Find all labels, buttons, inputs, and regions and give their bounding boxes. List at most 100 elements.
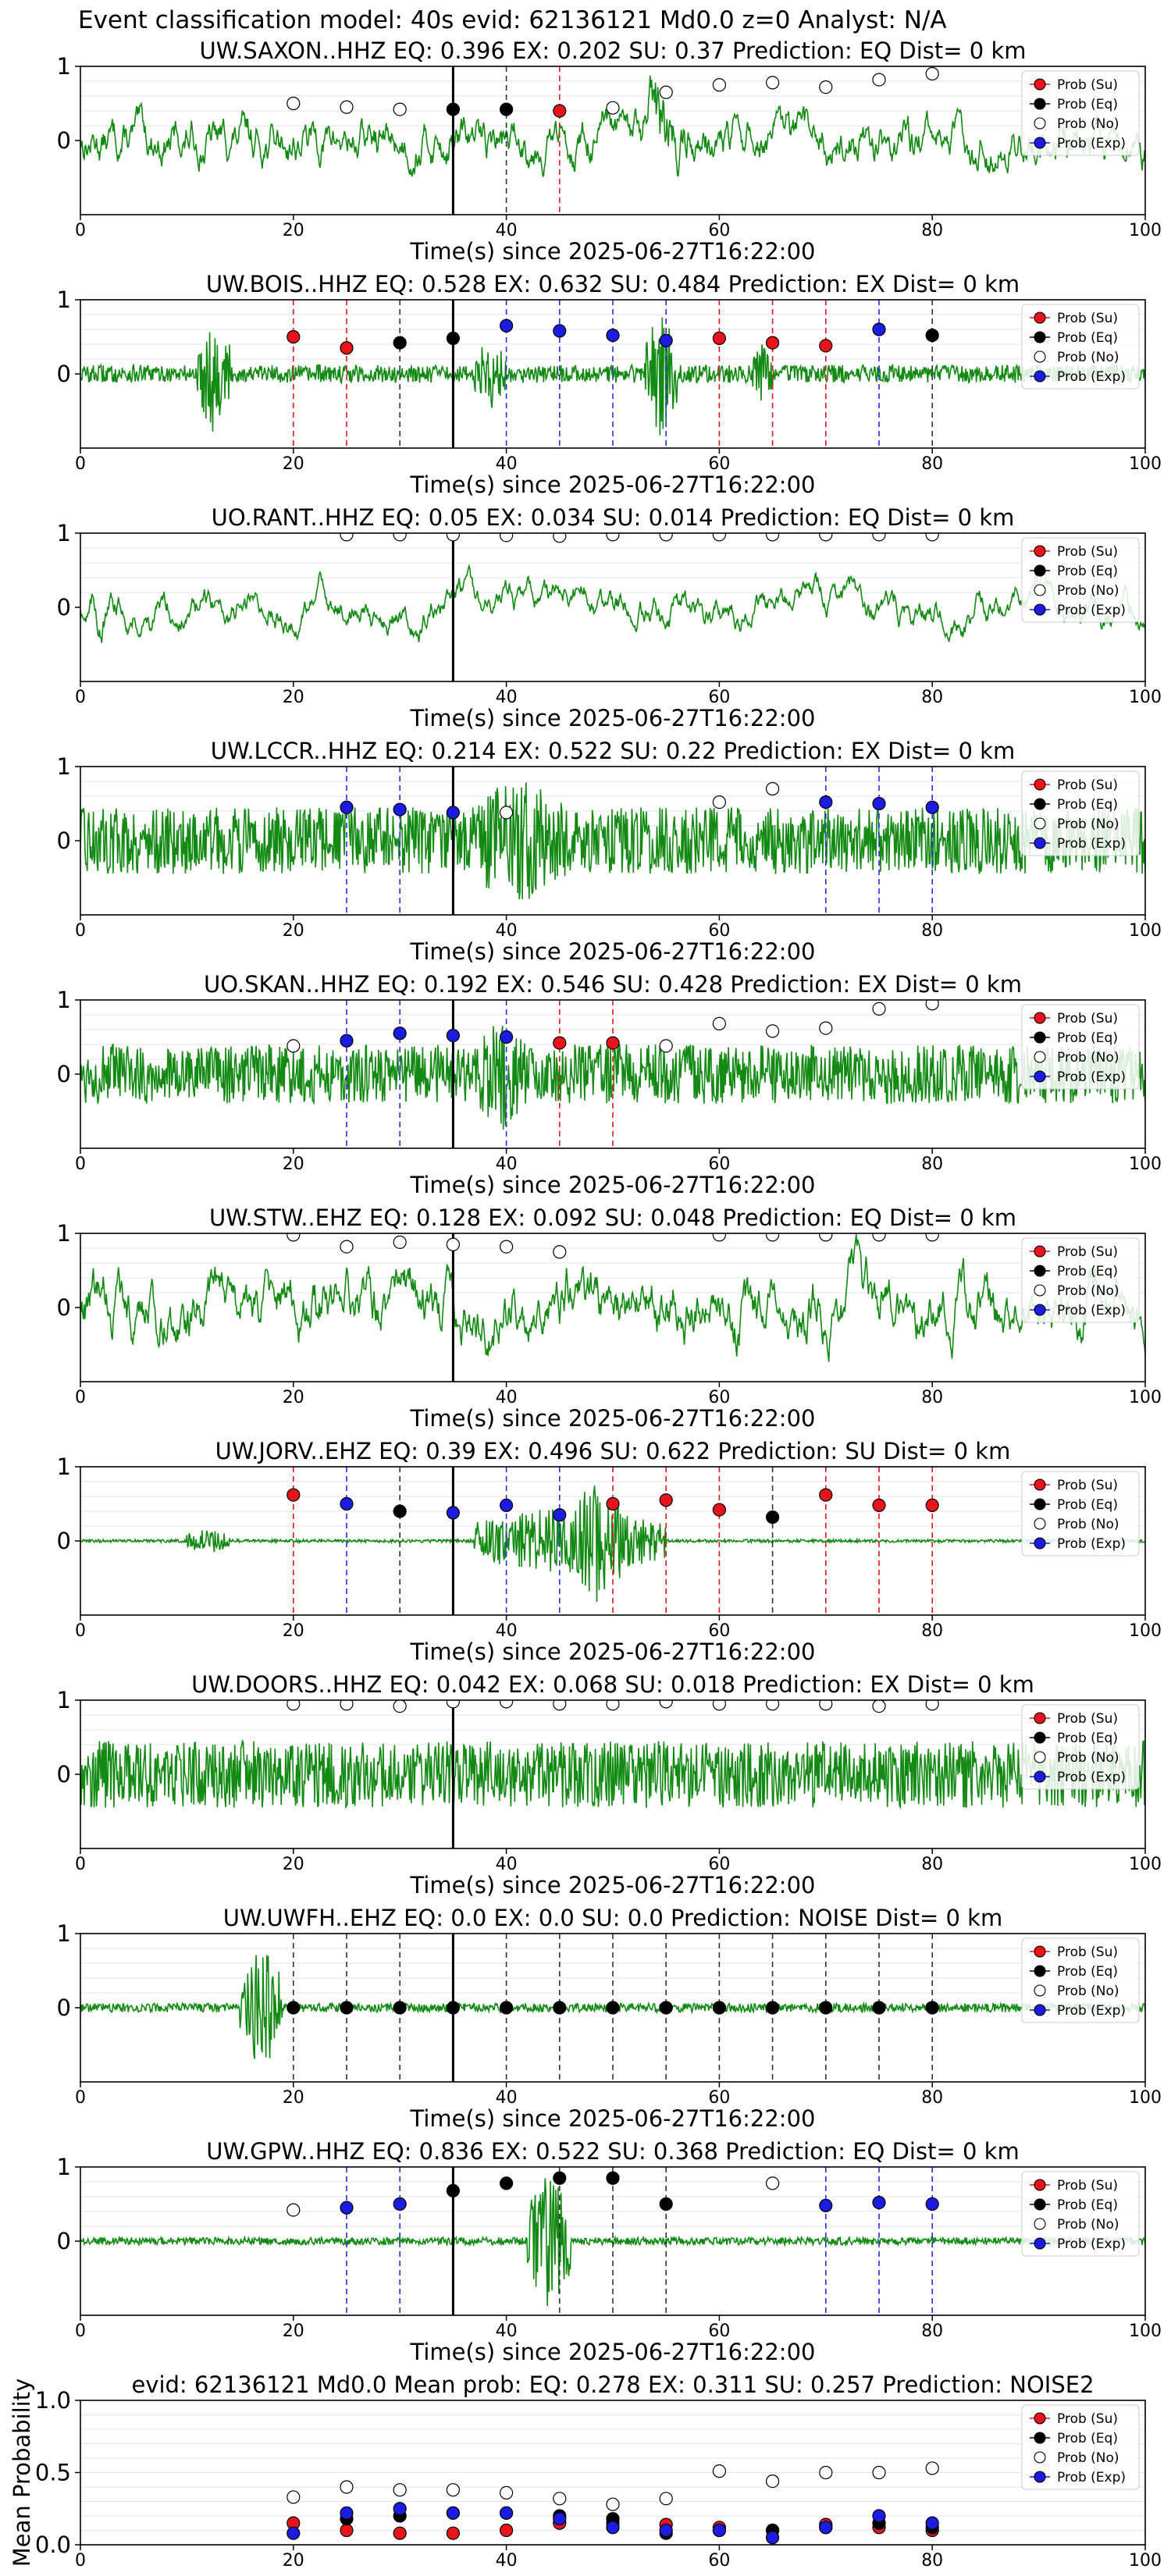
prob-point-exp — [340, 1496, 354, 1511]
prob-point-eq — [819, 2001, 833, 2015]
y-tick-label: 1.0 — [35, 2387, 71, 2414]
prob-point-eq — [659, 2001, 673, 2015]
legend-label-exp: Prob (Exp) — [1057, 836, 1126, 852]
legend-label-su: Prob (Su) — [1057, 777, 1118, 793]
x-tick-label: 80 — [921, 1621, 943, 1641]
panel-title: UW.STW..EHZ EQ: 0.128 EX: 0.092 SU: 0.04… — [209, 1204, 1016, 1231]
legend-marker-exp — [1034, 1770, 1046, 1783]
prob-point-no — [925, 1233, 939, 1242]
legend-label-su: Prob (Su) — [1057, 311, 1118, 326]
prob-point-eq — [499, 2176, 514, 2190]
prob-point-eq — [393, 2001, 407, 2015]
y-tick-label: 0 — [57, 361, 71, 387]
plot-area — [80, 300, 1145, 448]
y-tick-label: 0 — [57, 1761, 71, 1788]
chart-panel-5: UO.SKAN..HHZ EQ: 0.192 EX: 0.546 SU: 0.4… — [57, 971, 1162, 1198]
legend-marker-no — [1034, 2218, 1046, 2230]
prob-point-no — [499, 806, 514, 820]
prob-point-no — [659, 2492, 673, 2506]
legend-label-su: Prob (Su) — [1057, 1244, 1118, 1260]
prob-point-no — [393, 1700, 407, 1713]
prob-point-exp — [340, 1034, 354, 1048]
legend-box — [1021, 1004, 1140, 1090]
legend-label-exp: Prob (Exp) — [1057, 369, 1126, 385]
legend-label-no: Prob (No) — [1057, 1517, 1119, 1532]
panel-title: evid: 62136121 Md0.0 Mean prob: EQ: 0.27… — [131, 2371, 1094, 2398]
x-tick-label: 80 — [921, 2322, 943, 2341]
prob-point-exp — [925, 800, 939, 814]
prob-point-eq — [712, 2001, 727, 2015]
x-tick-label: 60 — [708, 454, 730, 474]
prob-point-su — [712, 1503, 727, 1517]
x-tick-label: 40 — [496, 1855, 518, 1874]
legend-marker-no — [1034, 1517, 1046, 1530]
legend-marker-su — [1034, 545, 1046, 557]
x-axis-label: Time(s) since 2025-06-27T16:22:00 — [410, 471, 816, 498]
prob-point-exp — [553, 1508, 567, 1522]
legend-marker-su — [1034, 778, 1046, 791]
legend-marker-eq — [1034, 2198, 1046, 2211]
legend-marker-eq — [1034, 331, 1046, 343]
panel-title: UW.GPW..HHZ EQ: 0.836 EX: 0.522 SU: 0.36… — [206, 2138, 1019, 2165]
prob-point-eq — [765, 1510, 780, 1525]
legend-label-no: Prob (No) — [1057, 1283, 1119, 1299]
legend-marker-eq — [1034, 564, 1046, 577]
x-tick-label: 100 — [1129, 1621, 1162, 1641]
prob-point-no — [766, 1700, 780, 1711]
legend-label-exp: Prob (Exp) — [1057, 2470, 1126, 2485]
prob-point-su — [340, 2523, 354, 2538]
prob-point-no — [872, 73, 886, 87]
prob-point-exp — [287, 2526, 301, 2540]
legend-marker-su — [1034, 1012, 1046, 1024]
legend: Prob (Su) Prob (Eq) Prob (No) Prob (Exp) — [1021, 70, 1140, 156]
legend-marker-su — [1034, 1245, 1046, 1258]
prob-point-eq — [925, 2001, 939, 2015]
legend-marker-eq — [1034, 1265, 1046, 1277]
prob-point-exp — [659, 2523, 673, 2538]
prob-point-su — [765, 336, 780, 350]
legend-box — [1021, 2171, 1140, 2257]
prob-point-no — [765, 2475, 780, 2489]
prob-point-su — [606, 1496, 620, 1511]
prob-point-no — [765, 76, 780, 90]
legend-marker-no — [1034, 1051, 1046, 1063]
x-tick-label: 20 — [283, 1155, 304, 1174]
x-axis-label: Time(s) since 2025-06-27T16:22:00 — [410, 2339, 816, 2365]
x-axis-label: Time(s) since 2025-06-27T16:22:00 — [410, 1172, 816, 1198]
chart-panel-2: UW.BOIS..HHZ EQ: 0.528 EX: 0.632 SU: 0.4… — [57, 271, 1162, 498]
prob-point-exp — [393, 1026, 407, 1041]
prob-point-exp — [340, 2506, 354, 2520]
prob-point-exp — [446, 806, 461, 820]
legend-marker-no — [1034, 1751, 1046, 1763]
legend-box — [1021, 1471, 1140, 1557]
x-axis-label: Time(s) since 2025-06-27T16:22:00 — [410, 1872, 816, 1898]
y-tick-label: 1 — [57, 753, 71, 780]
prob-point-no — [393, 533, 407, 542]
legend-label-su: Prob (Su) — [1057, 77, 1118, 93]
prob-point-eq — [553, 2001, 567, 2015]
x-tick-label: 100 — [1129, 2322, 1162, 2341]
prob-point-no — [712, 1233, 726, 1242]
prob-point-no — [659, 533, 673, 542]
prob-point-su — [553, 104, 567, 118]
prob-point-exp — [393, 2502, 407, 2516]
y-tick-label: 1 — [57, 1687, 71, 1713]
prob-point-eq — [659, 2197, 673, 2211]
x-tick-label: 20 — [283, 2551, 304, 2571]
prob-point-no — [712, 1016, 727, 1031]
x-tick-label: 0 — [75, 1388, 86, 1407]
legend-marker-no — [1034, 117, 1046, 130]
prob-point-exp — [872, 2196, 886, 2210]
legend-marker-exp — [1034, 1304, 1046, 1316]
legend-marker-su — [1034, 1945, 1046, 1958]
axes-frame — [80, 66, 1146, 215]
legend-box — [1021, 537, 1140, 623]
prob-point-eq — [606, 2171, 620, 2185]
prob-point-exp — [499, 318, 514, 333]
plot-area — [80, 66, 1145, 215]
legend-label-eq: Prob (Eq) — [1057, 2431, 1118, 2446]
x-tick-label: 20 — [283, 221, 304, 240]
x-axis-label: Time(s) since 2025-06-27T16:22:00 — [410, 1638, 816, 1665]
x-tick-label: 80 — [921, 1388, 943, 1407]
prob-point-su — [659, 1493, 673, 1507]
